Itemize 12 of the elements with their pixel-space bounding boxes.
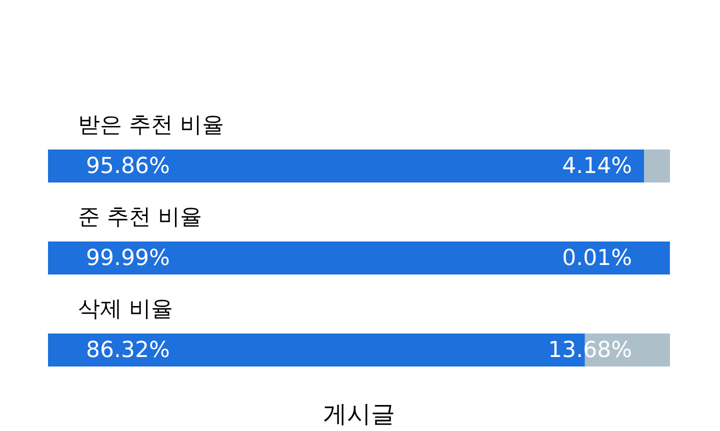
data-label: 4.14% [562, 154, 632, 179]
y-tick-label: 준 추천 비율 [78, 205, 202, 230]
text: 게시글 [323, 400, 395, 428]
data-label: 0.01% [562, 246, 632, 271]
y-tick-label: 받은 추천 비율 [78, 113, 224, 138]
y-tick-label: 삭제 비율 [78, 297, 173, 322]
bar [48, 150, 644, 182]
data-label: 99.99% [86, 246, 170, 271]
bar [644, 150, 670, 182]
bar [48, 242, 670, 274]
data-label: 95.86% [86, 154, 170, 179]
data-label: 86.32% [86, 338, 170, 363]
